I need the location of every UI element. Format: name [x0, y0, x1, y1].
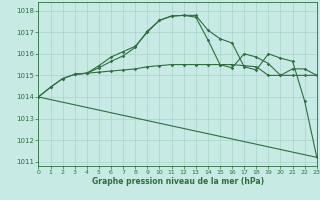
X-axis label: Graphe pression niveau de la mer (hPa): Graphe pression niveau de la mer (hPa) [92, 177, 264, 186]
